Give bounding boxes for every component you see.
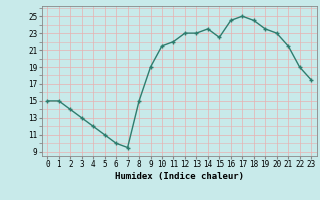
X-axis label: Humidex (Indice chaleur): Humidex (Indice chaleur) bbox=[115, 172, 244, 181]
